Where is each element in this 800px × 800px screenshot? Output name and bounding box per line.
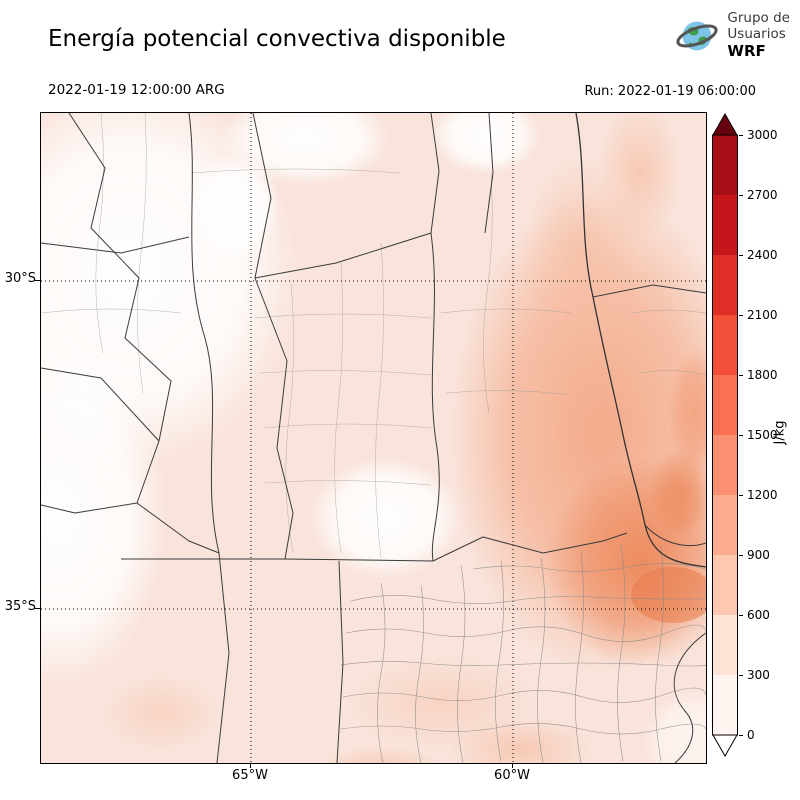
lon-label-60w: 60°W [494,768,530,783]
colorbar-unit-label: J/kg [772,420,788,445]
colorbar-tick-label: 1500 [739,428,778,442]
colorbar-over-arrow [712,113,738,136]
lon-tick-60w [512,763,513,768]
colorbar-tick-label: 2100 [739,308,778,322]
logo-line2: Usuarios [727,26,786,43]
lat-tick-35s [35,608,40,609]
province-boundaries [41,113,706,763]
logo-line3: WRF [727,42,766,61]
partido-mesh [340,544,706,763]
map-panel [40,112,707,764]
colorbar-tick-label: 900 [739,548,770,562]
valid-time: 2022-01-19 12:00:00 ARG [48,82,225,98]
lat-label-35s: 35°S [4,599,36,614]
colorbar-tick-label: 2700 [739,188,778,202]
department-boundaries [41,113,706,559]
colorbar-tick-label: 0 [739,728,755,742]
lat-tick-30s [35,280,40,281]
globe-icon [676,21,719,51]
wrf-logo: Grupo de Usuarios WRF [674,10,790,60]
logo-line1: Grupo de [727,10,790,26]
colorbar-bar [712,113,738,757]
colorbar-tick-label: 1200 [739,488,778,502]
cape-map [41,113,706,763]
colorbar-under-arrow [712,734,738,757]
colorbar-tick-label: 3000 [739,128,778,142]
lat-label-30s: 30°S [4,271,36,286]
graticule [41,113,706,763]
colorbar-tick-label: 1800 [739,368,778,382]
colorbar: 3000 2700 2400 2100 1800 1500 1200 900 600 300 0 J… [712,113,800,757]
parana-river-line [575,113,706,568]
colorbar-tick-label: 2400 [739,248,778,262]
run-time: Run: 2022-01-19 06:00:00 [584,84,756,99]
colorbar-tick-label: 300 [739,668,770,682]
colorbar-segments [712,135,738,735]
lon-label-65w: 65°W [232,768,268,783]
lon-tick-65w [250,763,251,768]
cape-field [41,113,706,763]
colorbar-tick-label: 600 [739,608,770,622]
page-title: Energía potencial convectiva disponible [48,26,506,52]
